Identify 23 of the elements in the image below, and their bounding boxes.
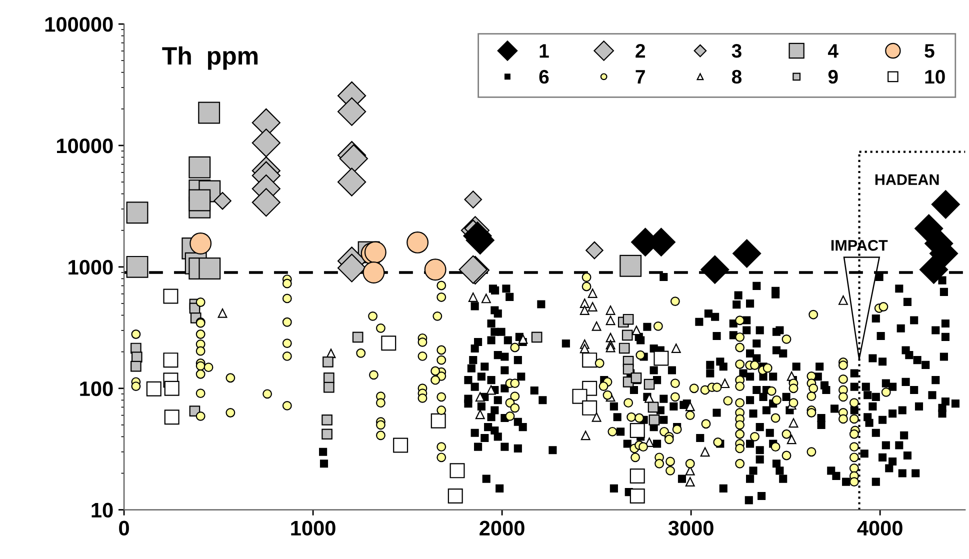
- annotation: IMPACT: [831, 240, 888, 251]
- x-tick-label: 1000: [291, 520, 336, 536]
- y-tick-label: 100000: [45, 17, 113, 32]
- y-tick-label: 1000: [68, 260, 113, 275]
- legend-label: 1: [540, 44, 549, 58]
- legend-label: 9: [828, 70, 838, 84]
- legend-label: 6: [539, 70, 549, 84]
- ref-line-label: HADEAN: [875, 174, 939, 185]
- x-tick-label: 4000: [857, 520, 902, 536]
- legend-label: 4: [828, 44, 838, 58]
- annotation: Th ppm: [162, 46, 258, 70]
- y-tick-label: 10000: [57, 138, 113, 154]
- x-tick-label: 2000: [480, 520, 524, 536]
- x-tick-label: 0: [119, 520, 129, 536]
- legend-label: 10: [925, 70, 945, 84]
- legend-label: 8: [732, 70, 742, 84]
- legend-label: 5: [924, 44, 934, 58]
- legend-label: 7: [636, 70, 645, 84]
- y-tick-label: 10: [92, 502, 113, 518]
- legend-label: 3: [732, 44, 742, 58]
- y-tick-label: 100: [80, 381, 113, 396]
- legend-label: 2: [636, 44, 645, 58]
- x-tick-label: 3000: [668, 520, 714, 536]
